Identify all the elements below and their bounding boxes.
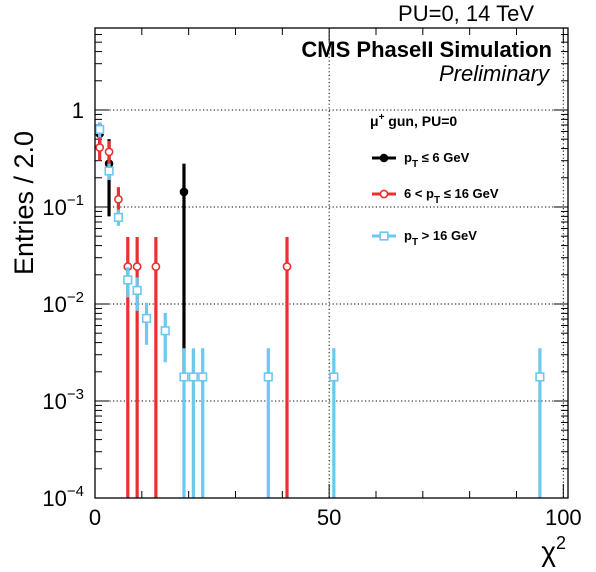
y-tick-label-base: 10 [42,389,66,414]
legend-entry-2: 6 < pT ≤ 16 GeV [372,186,499,206]
data-point [113,212,124,223]
y-tick-label: 10−1 [42,192,84,220]
series-3 [95,122,545,498]
legend-label-sub: T [434,195,440,206]
x-tick-labels: 0 50 100 [89,505,582,530]
y-tick-label-exp: −1 [67,192,84,209]
y-tick-label: 1 [72,98,84,123]
legend-label-part: p [404,228,412,243]
y-tick-labels: 110−110−210−310−4 [42,98,84,511]
data-points [95,122,545,498]
experiment-label: CMS PhaseII Simulation [301,37,552,62]
data-point [179,187,189,197]
x-tick-label: 50 [317,505,341,530]
y-tick-label-base: 10 [42,486,66,511]
data-point [160,326,170,336]
x-axis-title: χ2 [541,533,566,567]
data-point [141,313,152,324]
y-axis-title: Entries / 2.0 [9,131,39,275]
legend-label: 6 < pT ≤ 16 GeV [404,186,499,206]
legend-label-tail: ≤ 6 GeV [418,150,470,165]
data-point [123,275,133,285]
legend-label-part: 6 < p [404,186,434,201]
x-axis-title-sup: 2 [556,533,566,553]
data-point [95,124,105,135]
x-axis-title-base: χ [541,536,556,567]
y-tick-label-exp: −3 [67,386,84,403]
legend-entry-1: pT ≤ 6 GeV [372,150,470,170]
data-point [198,372,208,382]
legend-entry-3: pT > 16 GeV [372,228,477,248]
legend-label-part: p [404,150,412,165]
plot-background [95,28,568,498]
legend-marker [379,189,389,199]
legend-label-sub: T [412,159,418,170]
x-tick-label: 100 [545,505,582,530]
legend-header-sup: + [379,112,385,123]
y-tick-label-exp: −4 [67,483,84,500]
data-point [179,372,189,382]
y-tick-label-base: 10 [42,292,66,317]
data-point [132,285,142,296]
legend-label: pT > 16 GeV [404,228,477,248]
y-tick-label: 10−3 [42,386,84,414]
data-point [188,372,198,382]
legend-label-sub: T [412,237,418,248]
data-point [329,372,339,382]
x-tick-label: 0 [89,505,101,530]
legend-label-tail: ≤ 16 GeV [440,186,499,201]
top-energy-label: PU=0, 14 TeV [398,1,534,26]
data-point [114,194,123,204]
y-tick-label: 10−4 [42,483,84,511]
data-point [95,143,105,152]
plot-frame [94,27,569,499]
legend-marker [379,153,389,163]
legend-marker [379,231,389,241]
legend-header-tail: gun, PU=0 [384,113,457,129]
legend-label-tail: > 16 GeV [418,228,477,243]
data-point [282,262,292,271]
y-tick-label-exp: −2 [67,289,84,306]
status-label: Preliminary [439,61,551,86]
data-point [535,372,545,382]
data-point [132,262,142,271]
legend-header: μ+ gun, PU=0 [370,112,457,129]
legend-label: pT ≤ 6 GeV [404,150,470,170]
data-point [104,147,114,157]
legend-header-mu: μ [370,113,379,129]
grid-lines [95,28,568,498]
data-point [263,372,273,382]
data-point [151,262,161,271]
y-tick-label-base: 10 [42,195,66,220]
y-tick-label: 10−2 [42,289,84,317]
data-point [104,166,114,176]
